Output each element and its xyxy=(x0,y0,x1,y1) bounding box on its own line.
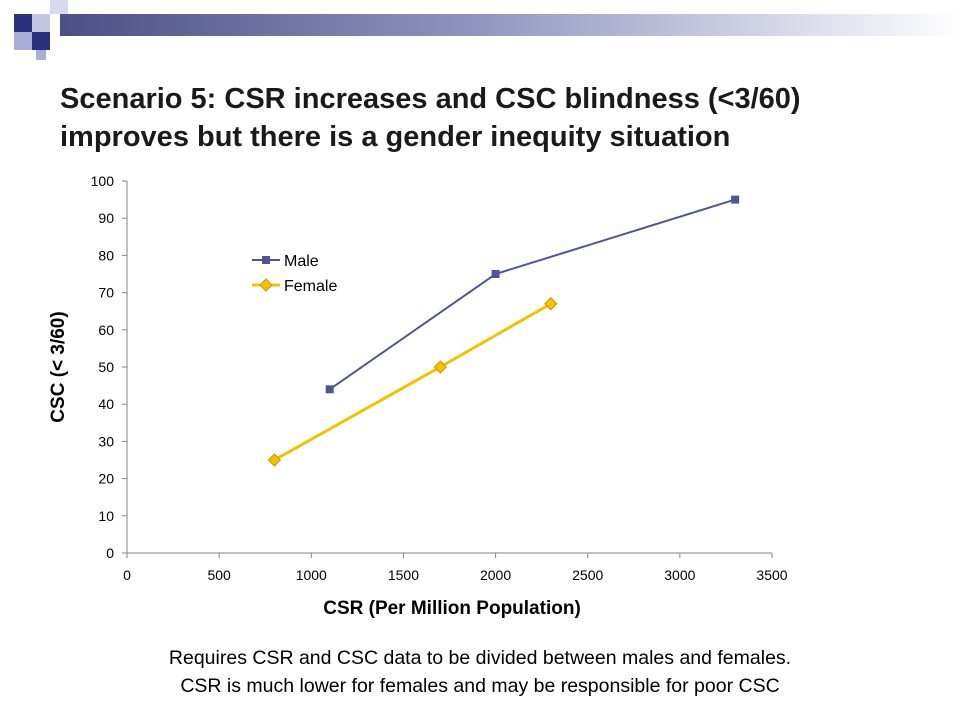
caption: Requires CSR and CSC data to be divided … xyxy=(0,644,960,700)
header-square-dark xyxy=(14,14,32,32)
x-tick-label: 500 xyxy=(207,567,231,583)
x-tick-label: 3000 xyxy=(664,567,695,583)
y-tick-label: 80 xyxy=(98,247,114,263)
y-tick-label: 20 xyxy=(98,471,114,487)
header-square-mid xyxy=(14,32,32,50)
y-tick-label: 30 xyxy=(98,433,114,449)
x-axis-label: CSR (Per Million Population) xyxy=(323,598,581,619)
x-tick-label: 3500 xyxy=(756,567,787,583)
legend-marker-female xyxy=(259,278,273,292)
x-tick-label: 2000 xyxy=(480,567,511,583)
data-point-male xyxy=(325,385,334,394)
legend-label-male: Male xyxy=(284,253,319,270)
caption-line-2: CSR is much lower for females and may be… xyxy=(180,675,780,697)
slide-title: Scenario 5: CSR increases and CSC blindn… xyxy=(60,83,801,153)
y-tick-label: 90 xyxy=(98,210,114,226)
y-tick-label: 10 xyxy=(98,508,114,524)
series-line-female xyxy=(273,302,552,462)
header-square-small xyxy=(36,50,46,60)
chart-series xyxy=(267,195,740,467)
data-point-male xyxy=(491,270,500,278)
chart-legend: Male Female xyxy=(252,253,337,295)
series-line-male xyxy=(329,198,736,391)
y-tick-label: 70 xyxy=(98,285,114,301)
y-tick-label: 50 xyxy=(98,359,114,375)
x-tick-label: 1500 xyxy=(388,567,419,583)
x-tick-label: 1000 xyxy=(296,567,327,583)
y-tick-label: 60 xyxy=(98,322,114,338)
legend-label-female: Female xyxy=(284,278,337,295)
y-axis-label: CSC (< 3/60) xyxy=(48,311,69,422)
y-tick-label: 100 xyxy=(91,173,115,189)
y-tick-label: 0 xyxy=(106,545,114,561)
header-gradient-bar xyxy=(60,14,960,36)
x-tick-label: 0 xyxy=(123,567,131,583)
caption-line-1: Requires CSR and CSC data to be divided … xyxy=(168,647,792,669)
x-tick-label: 2500 xyxy=(572,567,603,583)
header-square-dark-2 xyxy=(32,32,50,50)
data-point-female xyxy=(267,453,282,467)
legend-marker-male xyxy=(262,256,270,264)
data-point-female xyxy=(433,360,447,374)
y-tick-label: 40 xyxy=(98,396,114,412)
header-square-pale xyxy=(50,0,68,14)
data-point-female xyxy=(544,297,558,311)
data-point-male xyxy=(731,195,740,204)
header-square-light xyxy=(32,14,50,32)
